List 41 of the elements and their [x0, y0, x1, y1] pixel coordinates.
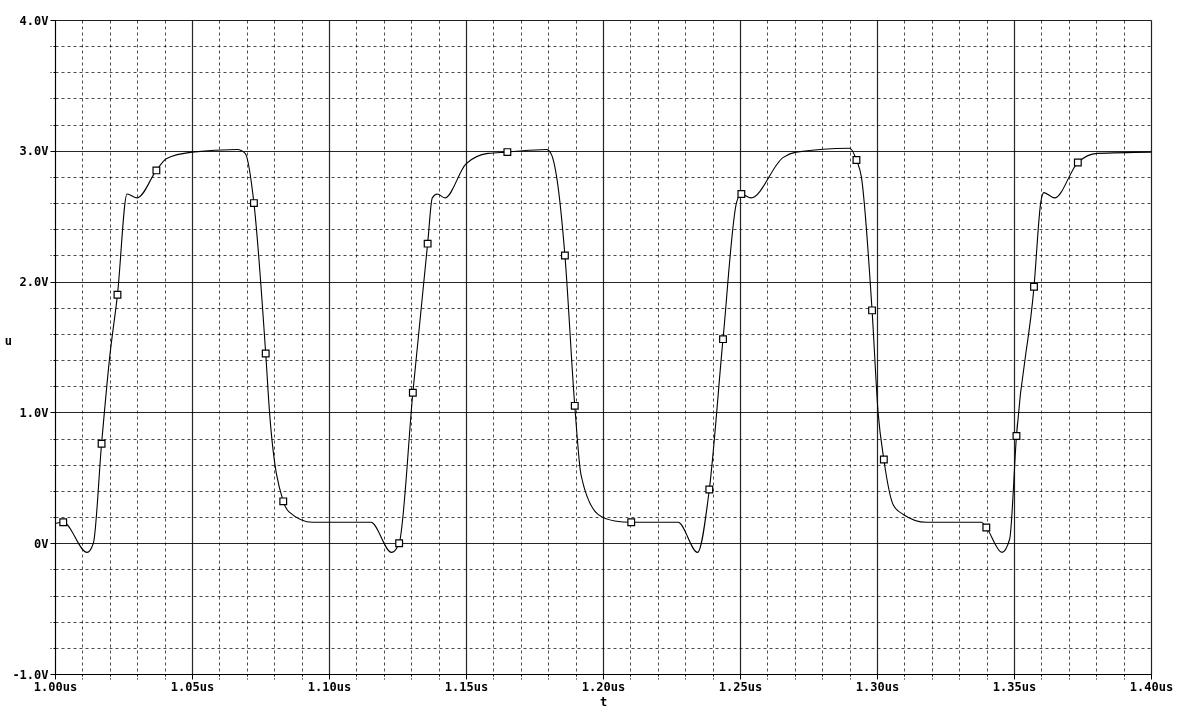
y-tick-label: 1.0V [19, 405, 49, 420]
point [59, 518, 68, 527]
x-tick-label: 1.10us [307, 679, 352, 694]
point [982, 523, 991, 532]
x-tick-label: 1.35us [992, 679, 1037, 694]
x-tick-label: 1.40us [1129, 679, 1174, 694]
point [560, 251, 569, 260]
x-tick-label: 1.20us [581, 679, 626, 694]
x-tick-label: 1.15us [444, 679, 489, 694]
x-tick-label: 1.30us [855, 679, 900, 694]
y-tick-label: -1.0V [12, 667, 49, 682]
point [503, 148, 512, 157]
x-tick-label: 1.00us [33, 679, 78, 694]
point [249, 199, 258, 208]
point [879, 455, 888, 464]
point [1012, 431, 1021, 440]
point [737, 190, 746, 198]
point [1073, 158, 1082, 167]
y-tick-label: 3.0V [19, 144, 49, 159]
point [570, 401, 579, 410]
point [1030, 282, 1038, 291]
y-tick-label: 0V [34, 536, 49, 551]
point [97, 439, 106, 448]
point [852, 156, 861, 164]
x-axis-title: t [599, 694, 608, 709]
y-tick-label: 2.0V [19, 275, 49, 290]
point [719, 335, 727, 344]
y-axis-title: u [4, 333, 12, 348]
point [868, 306, 877, 315]
point [261, 349, 270, 358]
point [152, 166, 161, 175]
point [395, 539, 404, 548]
y-tick-label: 4.0V [19, 13, 49, 28]
point [627, 518, 636, 527]
x-tick-label: 1.25us [718, 679, 763, 694]
point [423, 239, 432, 248]
x-tick-label: 1.05us [170, 679, 215, 694]
point [279, 497, 288, 506]
point [705, 485, 714, 494]
point [408, 388, 417, 397]
point [113, 290, 122, 299]
